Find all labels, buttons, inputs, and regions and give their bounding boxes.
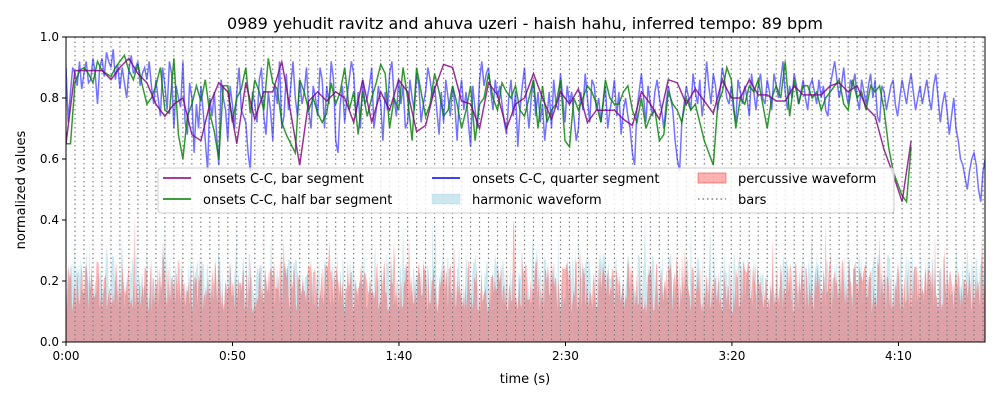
legend-label: onsets C-C, bar segment xyxy=(203,172,364,187)
y-tick-label: 0.4 xyxy=(40,213,59,227)
legend-label: percussive waveform xyxy=(738,172,876,187)
percussive-waveform-area xyxy=(66,213,985,342)
legend-label: harmonic waveform xyxy=(472,193,602,208)
legend-label: onsets C-C, quarter segment xyxy=(472,172,659,187)
series-line-2 xyxy=(66,49,985,202)
x-tick-label: 3:20 xyxy=(718,349,745,363)
x-axis-label: time (s) xyxy=(500,372,550,387)
x-tick-label: 2:30 xyxy=(552,349,579,363)
chart-title: 0989 yehudit ravitz and ahuva uzeri - ha… xyxy=(227,14,823,33)
x-tick-label: 0:00 xyxy=(53,349,80,363)
y-tick-label: 0.8 xyxy=(40,91,59,105)
y-tick-label: 0.2 xyxy=(40,274,59,288)
y-tick-label: 0.6 xyxy=(40,152,59,166)
y-tick-label: 0.0 xyxy=(40,335,59,349)
y-tick-label: 1.0 xyxy=(40,30,59,44)
y-axis-label: normalized values xyxy=(14,130,29,249)
x-tick-label: 1:40 xyxy=(385,349,412,363)
series-line-0 xyxy=(66,57,912,202)
x-tick-label: 0:50 xyxy=(219,349,246,363)
legend-box xyxy=(157,167,895,214)
legend-swatch xyxy=(697,172,727,184)
harmonic-waveform-area xyxy=(66,214,985,342)
plot-frame xyxy=(65,36,986,343)
series-line-1 xyxy=(66,53,912,204)
legend-swatch xyxy=(431,193,461,205)
legend-label: onsets C-C, half bar segment xyxy=(203,193,392,208)
x-tick-label: 4:10 xyxy=(885,349,912,363)
legend-label: bars xyxy=(738,193,767,208)
